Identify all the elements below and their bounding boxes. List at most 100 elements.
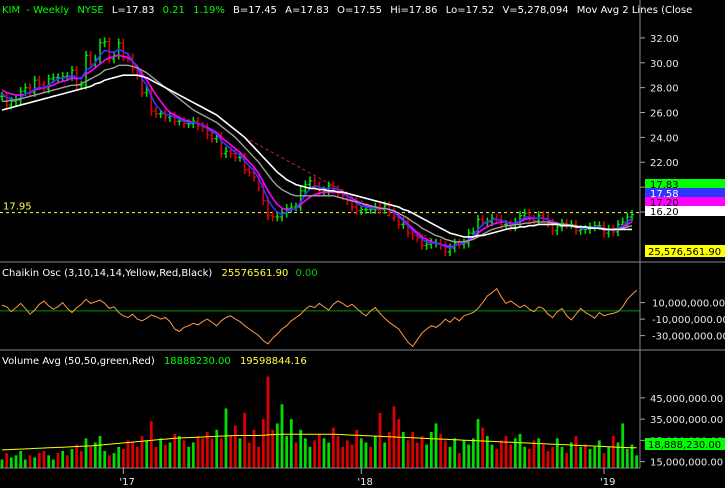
chaikin-panel	[0, 287, 640, 348]
volume-bar	[210, 438, 214, 469]
volume-tick-label: 45,000,000.00	[650, 394, 723, 405]
volume-bar	[247, 442, 251, 468]
chaikin-last-box	[645, 245, 725, 257]
volume-bar	[341, 446, 345, 469]
volume-bar	[33, 457, 37, 468]
volume-bar	[0, 459, 4, 468]
volume-avg-line	[1, 433, 637, 451]
volume-bar	[383, 442, 387, 468]
price-bar	[546, 213, 550, 228]
volume-bar	[317, 434, 321, 468]
volume-bar	[336, 436, 340, 468]
volume-last-label: 18,888,230.00	[645, 438, 725, 451]
volume-bar	[308, 446, 312, 469]
volume-bar	[65, 455, 69, 469]
volume-bar	[476, 419, 480, 468]
volume-bar	[51, 459, 55, 468]
volume-bar	[135, 446, 139, 469]
volume-bar	[89, 446, 93, 469]
volume-bar	[588, 448, 592, 468]
price-bar	[359, 205, 364, 216]
volume-value1: 18888230.00	[164, 356, 231, 367]
header-bid: B=17.45	[233, 5, 277, 16]
volume-bar	[616, 442, 620, 468]
volume-bar	[257, 446, 261, 469]
volume-bar	[579, 446, 583, 469]
volume-bar	[84, 438, 88, 469]
volume-bar	[243, 412, 247, 469]
volume-bar	[5, 453, 9, 468]
volume-bar	[238, 438, 242, 469]
volume-bar	[23, 459, 27, 468]
chaikin-line	[1, 287, 638, 348]
chaikin-label: Chaikin Osc (3,10,14,14,Yellow,Red,Black…	[2, 268, 212, 279]
ref-line-label: 17.95	[3, 202, 32, 213]
volume-bar	[593, 446, 597, 469]
price-bar	[32, 75, 37, 97]
volume-tick-label: 35,000,000.00	[650, 415, 723, 426]
last-value-text: 17.83	[650, 180, 679, 191]
price-bar	[0, 91, 4, 101]
last-value-label: 16.20	[645, 206, 725, 218]
volume-label: Volume Avg (50,50,green,Red)	[2, 356, 155, 367]
volume-bar	[331, 427, 335, 468]
header-low: Lo=17.52	[446, 5, 495, 16]
price-bar	[79, 80, 84, 90]
x-tick-label: '17	[119, 477, 134, 488]
volume-bar	[299, 429, 303, 469]
volume-bar	[107, 455, 111, 469]
volume-bar	[327, 442, 331, 468]
chaikin-value: 25576561.90	[222, 268, 289, 279]
ma-blue-line	[1, 48, 633, 249]
volume-last-box	[645, 438, 725, 450]
price-bar	[233, 149, 238, 162]
header-period: - Weekly	[26, 5, 69, 16]
volume-bar	[364, 442, 368, 468]
volume-bar	[350, 444, 354, 468]
volume-bar	[61, 451, 65, 468]
volume-bar	[149, 421, 153, 469]
price-bar	[532, 215, 536, 226]
price-bar	[308, 176, 312, 189]
price-bar	[102, 37, 107, 48]
volume-bar	[168, 442, 172, 468]
volume-bar	[117, 446, 121, 469]
volume-bar	[485, 436, 489, 468]
volume-bar	[569, 442, 573, 468]
volume-bar	[490, 444, 494, 468]
volume-bar	[551, 446, 555, 469]
chaikin-tick-label: 10,000,000.00	[652, 299, 725, 310]
volume-bar	[252, 429, 256, 469]
chaikin-value2: 0.00	[296, 268, 318, 279]
volume-bar	[429, 431, 433, 468]
volume-bar	[537, 438, 541, 469]
header-change: 0.21	[163, 5, 185, 16]
volume-bar	[509, 444, 513, 468]
ma-slow-line	[1, 74, 632, 238]
volume-bar	[145, 440, 149, 468]
volume-bar	[518, 434, 522, 468]
price-bar	[46, 74, 51, 94]
volume-bar	[513, 438, 517, 469]
header-indicator: Mov Avg 2 Lines (Close	[577, 5, 692, 16]
chaikin-tick-label: -10,000,000.00	[652, 315, 725, 326]
ma-fast-line	[1, 54, 633, 248]
volume-last-text: 18,888,230.00	[648, 440, 721, 451]
volume-bar	[75, 444, 79, 468]
volume-bar	[271, 429, 275, 469]
volume-bar	[439, 434, 443, 468]
volume-bar	[434, 423, 438, 468]
volume-bar	[415, 442, 419, 468]
volume-header: Volume Avg (50,50,green,Red) 18888230.00…	[2, 356, 307, 367]
header-ask: A=17.83	[285, 5, 329, 16]
volume-bar	[37, 453, 41, 468]
price-bar	[149, 85, 154, 116]
price-bar	[107, 37, 112, 64]
header-volume: V=5,278,094	[502, 5, 568, 16]
volume-bar	[280, 404, 284, 469]
volume-bar	[499, 440, 503, 468]
chaikin-last-text: 25,576,561.90	[648, 247, 721, 258]
price-tick-label: 28.00	[650, 84, 679, 95]
